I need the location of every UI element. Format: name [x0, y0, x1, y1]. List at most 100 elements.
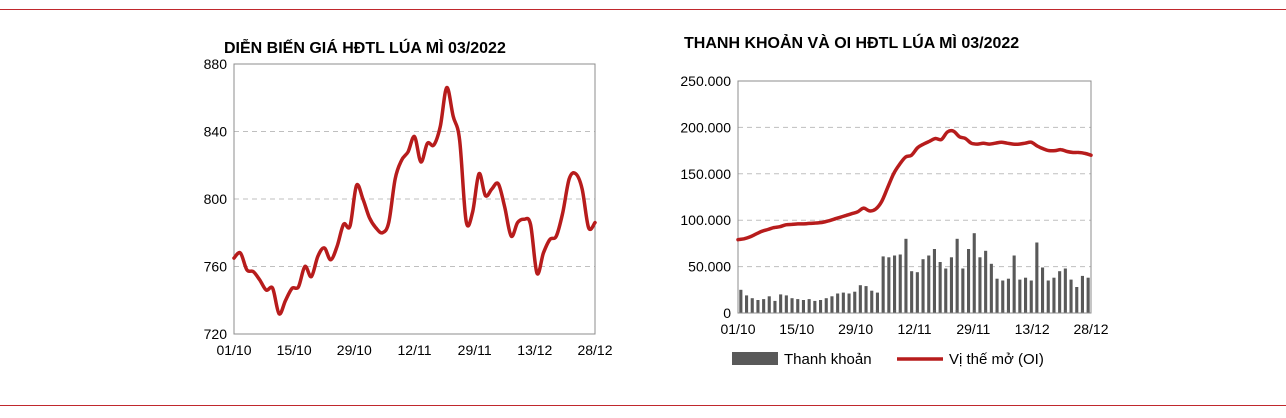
price-chart-y-tick-label: 760: [204, 259, 228, 275]
liquidity-bar: [1075, 287, 1079, 313]
liquidity-bar: [921, 259, 925, 313]
liquidity-chart-y-tick-label: 50.000: [688, 259, 731, 275]
liquidity-bar: [1012, 255, 1016, 313]
liquidity-bar: [1024, 277, 1028, 313]
legend-label-oi: Vị thế mở (OI): [949, 351, 1044, 368]
liquidity-bar: [790, 298, 794, 313]
liquidity-bar: [779, 294, 783, 313]
liquidity-chart-x-tick-label: 29/11: [956, 321, 990, 337]
top-rule: [0, 9, 1286, 10]
liquidity-bar: [989, 263, 993, 313]
liquidity-bar: [1018, 279, 1022, 313]
liquidity-bar: [858, 285, 862, 313]
liquidity-chart-y-tick-label: 200.000: [680, 119, 731, 135]
liquidity-bar: [784, 295, 788, 313]
liquidity-bar: [961, 268, 965, 313]
liquidity-bar: [927, 255, 931, 313]
liquidity-bar: [949, 257, 953, 313]
liquidity-chart-x-tick-label: 29/10: [838, 321, 873, 337]
liquidity-bar: [1086, 277, 1090, 313]
liquidity-bar: [1041, 267, 1045, 313]
liquidity-bar: [972, 233, 976, 313]
price-chart-y-ticks: 720 760 800 840 880: [204, 56, 228, 342]
liquidity-chart-gridlines: [738, 126, 1091, 268]
chart-1-title: DIỄN BIẾN GIÁ HĐTL LÚA MÌ 03/2022: [224, 40, 506, 57]
price-chart-plot-area: [233, 63, 596, 335]
liquidity-bar: [944, 268, 948, 313]
liquidity-chart-x-tick-label: 28/12: [1073, 321, 1108, 337]
price-chart-y-tick-label: 880: [204, 56, 228, 72]
price-chart: 720 760 800 840 880 01/10 15/10 29/10 12/11 29/1…: [204, 56, 613, 358]
liquidity-bar: [910, 271, 914, 313]
liquidity-bar: [915, 272, 919, 313]
liquidity-bar: [1001, 280, 1005, 313]
liquidity-bar: [745, 295, 749, 313]
liquidity-bar: [864, 286, 868, 313]
liquidity-bar: [819, 300, 823, 313]
liquidity-bar: [1058, 271, 1062, 313]
liquidity-bar: [836, 293, 840, 313]
liquidity-bar: [881, 256, 885, 313]
price-chart-x-tick-label: 01/10: [216, 342, 251, 358]
liquidity-bar: [1046, 280, 1050, 313]
liquidity-bar: [938, 262, 942, 313]
liquidity-chart-y-tick-label: 150.000: [680, 166, 731, 182]
liquidity-bar: [1052, 277, 1056, 313]
liquidity-chart-x-ticks: 01/10 15/10 29/10 12/11 29/11 13/12 28/12: [720, 321, 1108, 337]
legend-swatch-bar: [732, 352, 778, 365]
liquidity-bar: [756, 300, 760, 313]
liquidity-bar: [875, 292, 879, 313]
liquidity-bar: [750, 298, 754, 313]
liquidity-chart-x-tick-label: 13/12: [1015, 321, 1050, 337]
price-chart-gridlines: [234, 131, 595, 267]
liquidity-bar: [978, 257, 982, 313]
liquidity-bar: [1063, 268, 1067, 313]
liquidity-bar: [813, 300, 817, 313]
liquidity-bar: [853, 291, 857, 313]
liquidity-oi-chart: 0 50.000 100.000 150.000 200.000 250.000 01/1…: [680, 73, 1108, 368]
price-chart-y-tick-label: 840: [204, 124, 228, 140]
price-chart-y-tick-label: 800: [204, 191, 228, 207]
price-chart-x-tick-label: 12/11: [398, 342, 432, 358]
price-chart-x-tick-label: 13/12: [517, 342, 552, 358]
liquidity-bar: [932, 249, 936, 313]
liquidity-bar: [870, 290, 874, 313]
liquidity-bar: [830, 296, 834, 313]
liquidity-bar: [995, 278, 999, 313]
liquidity-bar: [762, 299, 766, 313]
liquidity-bar: [955, 238, 959, 313]
liquidity-bar: [773, 300, 777, 313]
liquidity-bar: [1080, 275, 1084, 313]
liquidity-bar: [796, 299, 800, 313]
price-line: [232, 85, 597, 316]
liquidity-bar: [887, 257, 891, 313]
bottom-rule: [0, 405, 1286, 406]
liquidity-chart-x-tick-label: 12/11: [898, 321, 932, 337]
liquidity-bar: [841, 292, 845, 313]
liquidity-chart-plot-area: [737, 80, 1092, 314]
oi-line: [736, 128, 1093, 242]
liquidity-bar: [904, 238, 908, 313]
price-chart-x-tick-label: 29/10: [337, 342, 372, 358]
liquidity-bar: [1069, 279, 1073, 313]
liquidity-bar: [824, 298, 828, 313]
liquidity-bar: [739, 289, 743, 313]
liquidity-chart-y-tick-label: 100.000: [680, 212, 731, 228]
liquidity-bar: [1029, 280, 1033, 313]
liquidity-chart-x-tick-label: 01/10: [720, 321, 755, 337]
liquidity-chart-y-tick-label: 0: [723, 305, 731, 321]
liquidity-bar: [847, 293, 851, 313]
liquidity-bars: [739, 233, 1090, 313]
liquidity-bar: [807, 299, 811, 313]
liquidity-bar: [767, 296, 771, 313]
chart-2-title: THANH KHOẢN VÀ OI HĐTL LÚA MÌ 03/2022: [684, 35, 1020, 52]
liquidity-bar: [893, 255, 897, 313]
liquidity-chart-y-ticks: 0 50.000 100.000 150.000 200.000 250.000: [680, 73, 731, 321]
legend-label-liquidity: Thanh khoản: [784, 351, 872, 368]
price-chart-x-ticks: 01/10 15/10 29/10 12/11 29/11 13/12 28/12: [216, 342, 612, 358]
liquidity-bar: [1035, 242, 1039, 313]
liquidity-bar: [898, 254, 902, 313]
liquidity-chart-y-tick-label: 250.000: [680, 73, 731, 89]
liquidity-chart-legend: Thanh khoản Vị thế mở (OI): [732, 351, 1044, 368]
